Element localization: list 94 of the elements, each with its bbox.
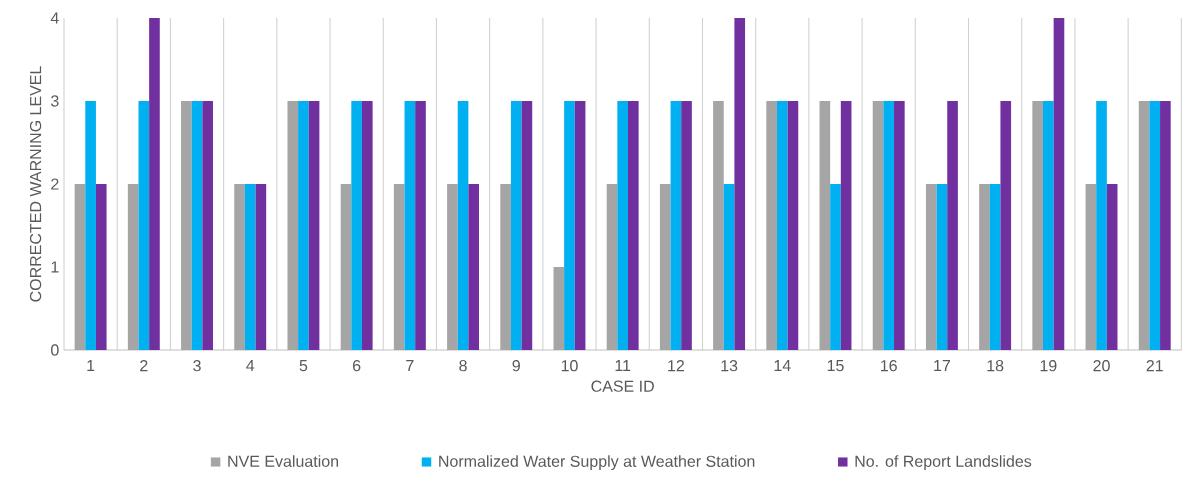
x-tick-label: 16 <box>881 360 897 372</box>
bar <box>840 101 852 350</box>
y-tick-label: 0 <box>51 344 59 356</box>
bar <box>468 184 480 350</box>
bar <box>883 101 895 350</box>
bar <box>404 101 416 350</box>
bar <box>925 184 937 350</box>
bar <box>202 101 213 350</box>
bar <box>415 101 426 350</box>
x-tick-label: 21 <box>1146 360 1163 372</box>
bar <box>351 101 362 350</box>
bar <box>85 101 96 350</box>
x-tick-label: 18 <box>987 360 1004 372</box>
x-tick-label: 7 <box>406 360 414 372</box>
bar <box>872 101 884 350</box>
x-tick-label: 8 <box>459 360 467 372</box>
bar <box>723 184 735 350</box>
bar <box>713 101 724 350</box>
x-tick-label: 1 <box>87 360 95 372</box>
y-tick-label: 1 <box>51 261 59 273</box>
x-tick-label: 2 <box>140 360 148 372</box>
x-tick-label: 12 <box>668 360 684 372</box>
bar <box>510 101 522 350</box>
x-axis-title: CASE ID <box>591 380 654 392</box>
x-tick-label: 13 <box>721 360 738 372</box>
bar <box>670 101 682 350</box>
bar <box>1085 184 1097 350</box>
bar <box>819 101 831 350</box>
bar <box>1160 101 1171 350</box>
bar <box>95 184 107 350</box>
x-tick-label: 19 <box>1040 360 1057 372</box>
x-tick-label: 17 <box>934 360 950 372</box>
x-tick-label: 11 <box>615 360 631 372</box>
bar <box>659 184 671 350</box>
bar <box>979 184 990 350</box>
x-tick-label: 9 <box>512 360 520 372</box>
y-tick-label: 3 <box>51 95 59 107</box>
bar <box>298 101 309 350</box>
bar <box>244 184 256 350</box>
bar <box>894 101 905 350</box>
bar <box>1106 184 1118 350</box>
bar <box>393 184 405 350</box>
bar <box>181 101 192 350</box>
bar <box>1149 101 1161 350</box>
bar <box>308 101 320 350</box>
bar <box>627 101 639 350</box>
x-tick-label: 4 <box>246 360 255 372</box>
x-tick-label: 14 <box>774 360 791 372</box>
bar <box>191 101 203 350</box>
bar <box>734 18 746 350</box>
x-tick-label: 6 <box>353 360 361 372</box>
bar <box>606 184 618 350</box>
bar <box>138 101 150 350</box>
bar <box>255 184 267 350</box>
bar <box>457 101 469 350</box>
bar <box>1032 101 1043 350</box>
bar <box>521 101 533 350</box>
y-axis-title: CORRECTED WARNING LEVEL <box>29 66 42 302</box>
bar <box>830 184 841 350</box>
bar <box>681 101 692 350</box>
bar <box>361 101 373 350</box>
bar <box>149 18 160 350</box>
bar <box>127 184 139 350</box>
bar <box>787 101 799 350</box>
bar <box>234 184 245 350</box>
bar <box>500 184 511 350</box>
bar <box>1096 101 1107 350</box>
y-tick-label: 2 <box>51 178 59 190</box>
bar <box>564 101 575 350</box>
bar <box>1138 101 1150 350</box>
bar <box>340 184 352 350</box>
bar <box>947 101 958 350</box>
bar <box>1000 101 1012 350</box>
legend-label: No. of Report Landslides <box>855 455 1032 471</box>
bar <box>989 184 1001 350</box>
bar <box>936 184 948 350</box>
y-tick-label: 4 <box>50 12 59 24</box>
x-tick-label: 3 <box>193 360 201 372</box>
legend-label: NVE Evaluation <box>228 455 339 467</box>
x-tick-label: 10 <box>561 360 578 372</box>
bar <box>617 101 628 350</box>
bar <box>553 267 565 350</box>
bar <box>1043 101 1054 350</box>
bar <box>574 101 586 350</box>
x-tick-label: 5 <box>299 360 308 372</box>
x-tick-label: 15 <box>827 360 844 372</box>
x-tick-label: 20 <box>1093 360 1110 372</box>
bar <box>447 184 458 350</box>
bar <box>1053 18 1065 350</box>
bar <box>74 184 86 350</box>
bar <box>287 101 299 350</box>
legend-label: Normalized Water Supply at Weather Station <box>439 455 755 471</box>
bar <box>776 101 788 350</box>
bar <box>766 101 777 350</box>
